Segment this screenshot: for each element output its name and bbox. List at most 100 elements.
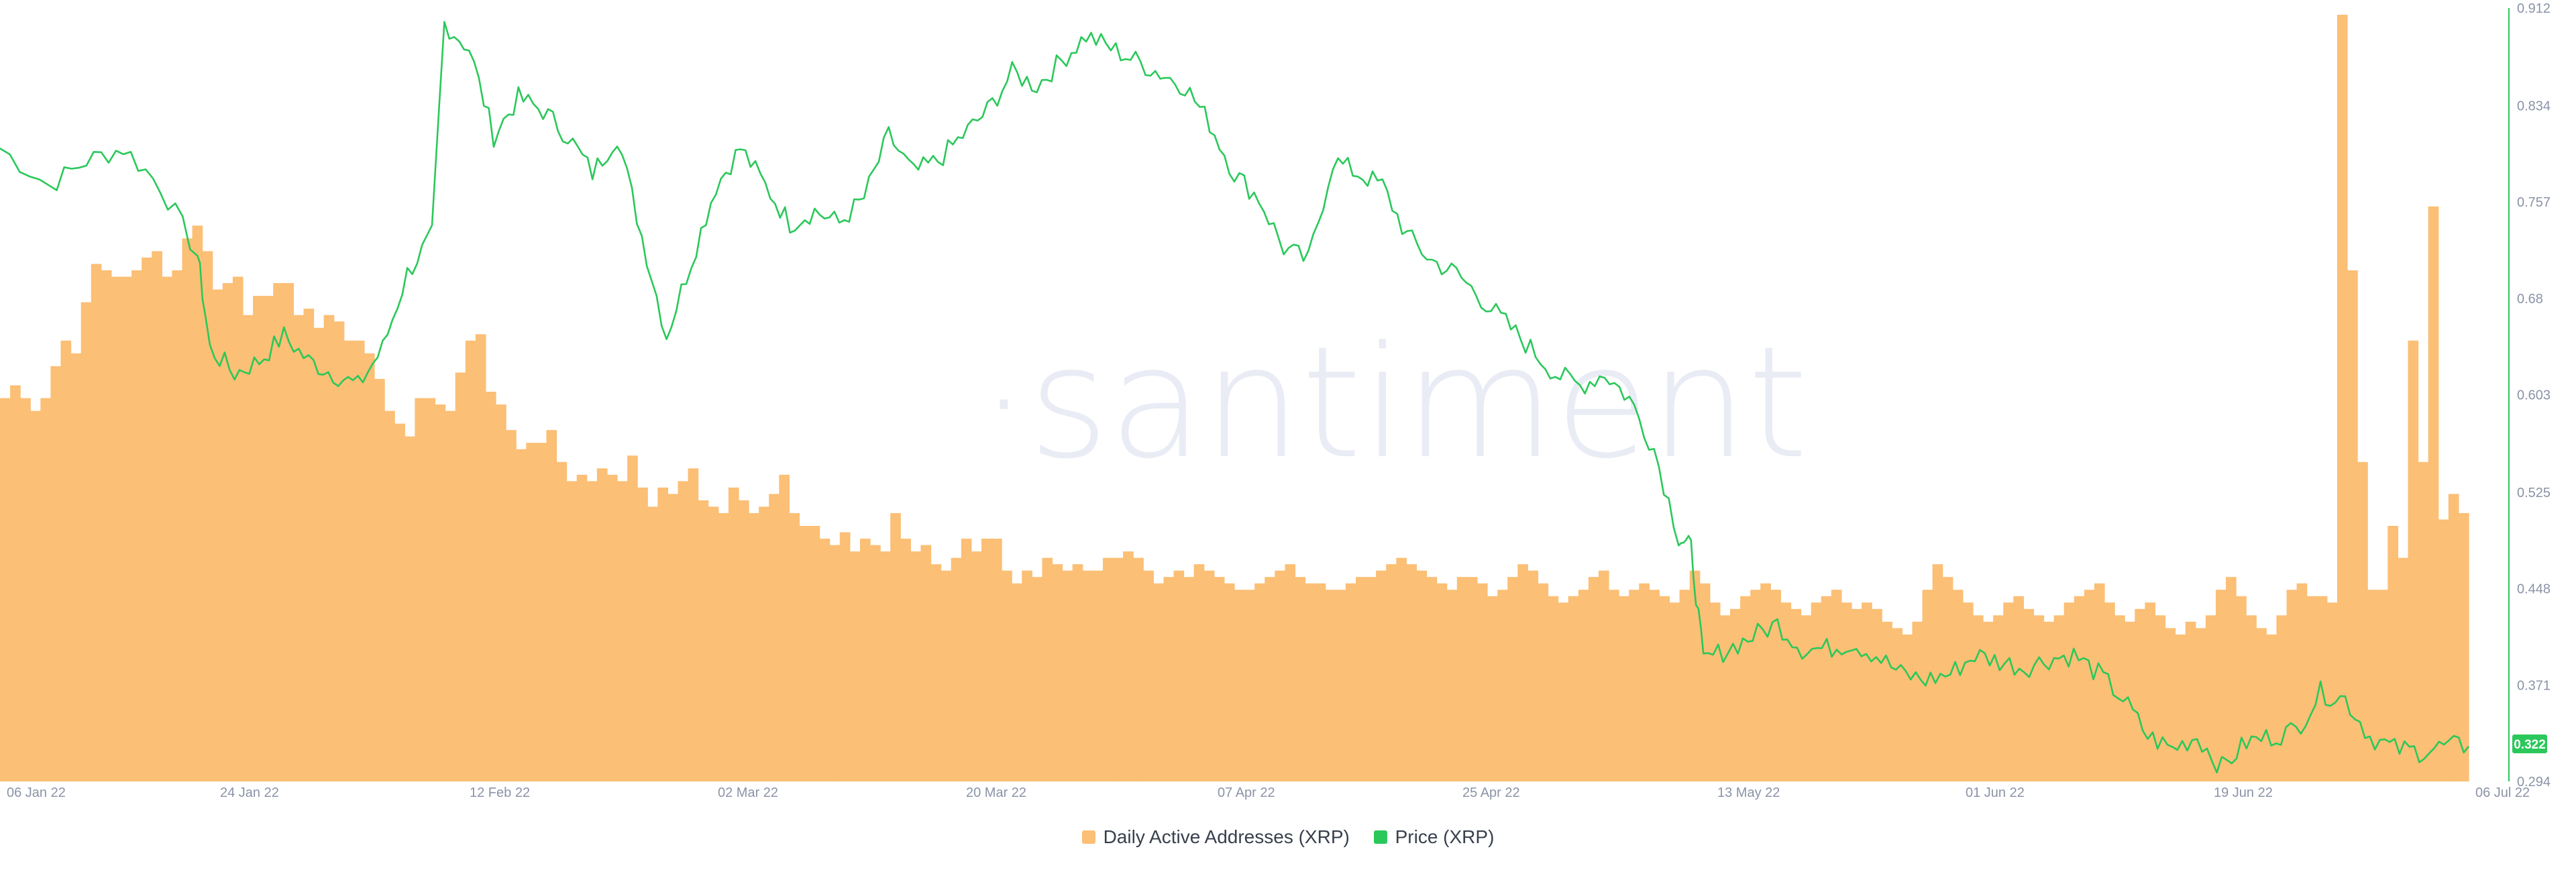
x-tick-label: 07 Apr 22 — [1218, 785, 1275, 800]
bar-daily-active-addresses — [445, 411, 456, 781]
bar-daily-active-addresses — [1426, 577, 1438, 781]
bar-daily-active-addresses — [1173, 570, 1185, 781]
bar-daily-active-addresses — [1517, 564, 1528, 781]
bar-daily-active-addresses — [2246, 615, 2257, 781]
x-tick-label: 12 Feb 22 — [470, 785, 530, 800]
bar-daily-active-addresses — [1052, 564, 1063, 781]
y-tick-label: 0.294 — [2517, 775, 2551, 789]
bar-daily-active-addresses — [910, 551, 922, 781]
legend-item-active-addresses[interactable]: Daily Active Addresses (XRP) — [1081, 826, 1350, 848]
bar-daily-active-addresses — [1872, 608, 1882, 782]
bar-daily-active-addresses — [1265, 577, 1275, 781]
bar-daily-active-addresses — [829, 545, 841, 782]
bar-daily-active-addresses — [2306, 596, 2318, 781]
bar-daily-active-addresses — [455, 372, 466, 781]
bar-daily-active-addresses — [253, 296, 264, 782]
price-line-group — [0, 21, 2470, 774]
x-tick-label: 01 Jun 22 — [1966, 785, 2025, 800]
bar-daily-active-addresses — [556, 461, 568, 781]
bar-daily-active-addresses — [2428, 206, 2439, 781]
bar-daily-active-addresses — [2155, 615, 2166, 781]
bar-daily-active-addresses — [1295, 577, 1306, 781]
bar-daily-active-addresses — [576, 474, 588, 781]
bar-daily-active-addresses — [759, 506, 769, 781]
bar-daily-active-addresses — [1163, 577, 1175, 781]
bar-daily-active-addresses — [1376, 570, 1387, 781]
bar-daily-active-addresses — [2357, 461, 2368, 781]
bar-daily-active-addresses — [728, 487, 739, 781]
bar-daily-active-addresses — [50, 366, 62, 782]
bar-daily-active-addresses — [2195, 628, 2206, 781]
bar-daily-active-addresses — [1962, 602, 1974, 781]
bar-daily-active-addresses — [941, 570, 952, 781]
bar-daily-active-addresses — [1598, 570, 1609, 781]
bar-daily-active-addresses — [70, 353, 82, 781]
bar-daily-active-addresses — [1416, 570, 1428, 781]
bar-daily-active-addresses — [475, 334, 486, 781]
bar-daily-active-addresses — [172, 270, 183, 781]
bar-daily-active-addresses — [809, 526, 820, 781]
bar-daily-active-addresses — [485, 391, 496, 781]
bar-daily-active-addresses — [2094, 583, 2105, 781]
bar-daily-active-addresses — [1477, 583, 1488, 781]
bar-daily-active-addresses — [2084, 590, 2095, 781]
bar-daily-active-addresses — [1952, 590, 1964, 781]
bar-daily-active-addresses — [2458, 512, 2469, 781]
x-tick-label: 02 Mar 22 — [718, 785, 778, 800]
bar-daily-active-addresses — [859, 539, 871, 781]
bar-daily-active-addresses — [415, 398, 426, 781]
bar-daily-active-addresses — [1719, 615, 1731, 781]
bar-daily-active-addresses — [2387, 526, 2399, 781]
bar-daily-active-addresses — [657, 487, 669, 781]
bar-daily-active-addresses — [1406, 564, 1417, 781]
bar-daily-active-addresses — [688, 468, 699, 781]
bar-daily-active-addresses — [1659, 596, 1670, 781]
bar-daily-active-addresses — [606, 474, 618, 781]
bar-daily-active-addresses — [1892, 628, 1903, 781]
bar-daily-active-addresses — [2377, 590, 2388, 781]
bar-daily-active-addresses — [182, 238, 193, 782]
bar-daily-active-addresses — [1355, 577, 1366, 781]
bar-daily-active-addresses — [2165, 628, 2176, 781]
bar-daily-active-addresses — [678, 481, 689, 782]
legend-swatch-price — [1373, 830, 1387, 844]
x-tick-label: 06 Jan 22 — [7, 785, 66, 800]
current-price-badge: 0.322 — [2512, 734, 2547, 753]
bar-daily-active-addresses — [2185, 621, 2196, 782]
y-tick-label: 0.68 — [2517, 292, 2543, 307]
bar-daily-active-addresses — [961, 539, 972, 781]
bar-daily-active-addresses — [1689, 570, 1701, 781]
bar-daily-active-addresses — [1851, 608, 1862, 782]
bar-daily-active-addresses — [1548, 596, 1559, 781]
current-price-badge-bg — [2512, 734, 2547, 753]
bar-daily-active-addresses — [1436, 583, 1448, 781]
bar-daily-active-addresses — [1972, 615, 1984, 781]
bar-daily-active-addresses — [789, 512, 800, 781]
bar-daily-active-addresses — [1153, 583, 1165, 781]
x-tick-label: 13 May 22 — [1717, 785, 1780, 800]
bar-daily-active-addresses — [142, 257, 152, 781]
bar-daily-active-addresses — [1578, 590, 1589, 781]
bar-daily-active-addresses — [2236, 596, 2247, 781]
legend-item-price[interactable]: Price (XRP) — [1373, 826, 1494, 848]
bar-daily-active-addresses — [2033, 615, 2045, 781]
bar-daily-active-addresses — [698, 500, 709, 781]
bar-daily-active-addresses — [354, 340, 365, 781]
bar-daily-active-addresses — [1932, 564, 1943, 781]
bar-daily-active-addresses — [1366, 577, 1377, 781]
bar-daily-active-addresses — [1993, 615, 2004, 781]
bar-daily-active-addresses — [1446, 590, 1458, 781]
bar-daily-active-addresses — [1345, 583, 1356, 781]
bar-daily-active-addresses — [2135, 608, 2145, 782]
bar-daily-active-addresses — [2448, 494, 2459, 782]
bar-daily-active-addresses — [2074, 596, 2085, 781]
bar-daily-active-addresses — [313, 327, 325, 782]
bar-daily-active-addresses — [1082, 570, 1093, 781]
bar-daily-active-addresses — [2003, 602, 2014, 781]
bar-daily-active-addresses — [2398, 557, 2409, 782]
bar-daily-active-addresses — [2438, 519, 2449, 781]
bar-daily-active-addresses — [1386, 564, 1397, 781]
bar-daily-active-addresses — [1699, 583, 1711, 781]
bar-daily-active-addresses — [1912, 621, 1923, 782]
y-axis-ticks: 0.912 0.834 0.757 0.68 0.603 0.525 0.448 0.371 0… — [2517, 1, 2551, 789]
